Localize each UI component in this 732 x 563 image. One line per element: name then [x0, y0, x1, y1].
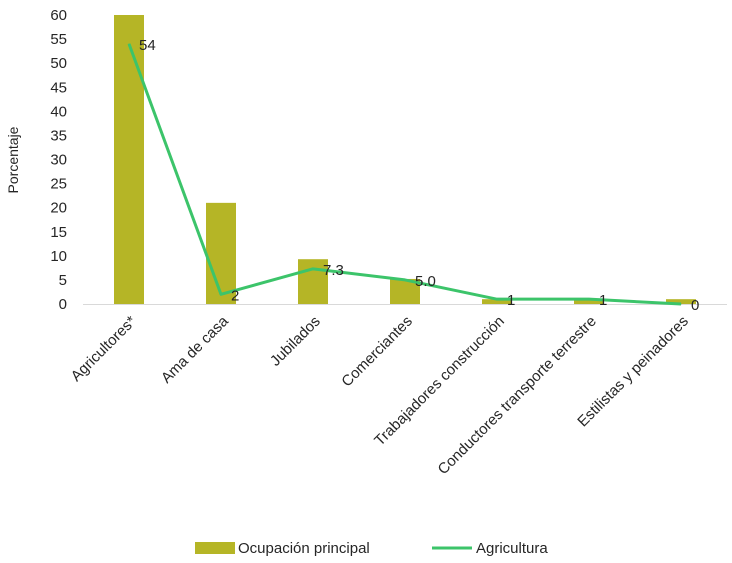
- y-tick-label-15: 15: [50, 224, 67, 241]
- x-label-ama-de-casa: Ama de casa: [158, 312, 232, 386]
- x-label-agricultores: Agricultores*: [68, 313, 140, 385]
- y-tick-label-50: 50: [50, 55, 67, 72]
- x-label-jubilados: Jubilados: [267, 313, 324, 370]
- y-axis-ticks: 0 5 10 15 20 25 30 35 40 45 50 55 60: [50, 7, 67, 313]
- data-label-comerciantes: 5.0: [415, 273, 436, 290]
- legend-swatch-ocupacion: [195, 542, 235, 554]
- data-labels: 54 2 7.3 5.0 1 1 0: [139, 37, 699, 314]
- y-tick-label-5: 5: [59, 272, 67, 289]
- line-point-comerciantes: [404, 279, 406, 281]
- y-tick-label-60: 60: [50, 7, 67, 24]
- x-label-conductores-transporte-terrestre: Conductores transporte terrestre: [435, 313, 600, 478]
- y-tick-label-45: 45: [50, 79, 67, 96]
- bar-jubilados: [298, 259, 328, 304]
- x-label-comerciantes: Comerciantes: [338, 313, 415, 390]
- y-tick-label-25: 25: [50, 176, 67, 193]
- data-label-estilistas-y-peinadores: 0: [691, 297, 699, 314]
- line-point-trabajadores-construccion: [496, 298, 498, 300]
- data-label-ama-de-casa: 2: [231, 287, 239, 304]
- line-agricultura: [127, 43, 682, 306]
- y-tick-label-0: 0: [59, 296, 67, 313]
- bar-conductores-transporte-terrestre: [574, 299, 604, 304]
- legend-label-ocupacion: Ocupación principal: [238, 540, 370, 557]
- line-series-agricultura: [127, 43, 682, 306]
- y-tick-label-55: 55: [50, 31, 67, 48]
- line-point-estilistas-y-peinadores: [680, 303, 682, 305]
- y-tick-label-30: 30: [50, 152, 67, 169]
- bar-estilistas-y-peinadores: [666, 299, 696, 304]
- bar-trabajadores-construccion: [482, 299, 512, 304]
- data-label-trabajadores-construccion: 1: [507, 292, 515, 309]
- line-point-ama-de-casa: [220, 293, 222, 295]
- y-axis-title: Porcentaje: [5, 126, 21, 193]
- y-tick-label-35: 35: [50, 127, 67, 144]
- line-point-agricultores: [128, 43, 130, 45]
- x-axis-category-labels: Agricultores* Ama de casa Jubilados Comerci…: [68, 312, 692, 478]
- y-tick-label-20: 20: [50, 200, 67, 217]
- line-point-jubilados: [312, 268, 314, 270]
- data-label-jubilados: 7.3: [323, 262, 344, 279]
- legend-label-agricultura: Agricultura: [476, 540, 548, 557]
- bar-ama-de-casa: [206, 202, 236, 304]
- data-label-agricultores: 54: [139, 37, 156, 54]
- bar-series-ocupacion: [114, 15, 696, 304]
- line-point-conductores-transporte-terrestre: [588, 298, 590, 300]
- legend: Ocupación principal Agricultura: [195, 540, 548, 557]
- bar-agricultores: [114, 15, 144, 304]
- y-tick-label-40: 40: [50, 103, 67, 120]
- data-label-conductores-transporte-terrestre: 1: [599, 292, 607, 309]
- y-tick-label-10: 10: [50, 248, 67, 265]
